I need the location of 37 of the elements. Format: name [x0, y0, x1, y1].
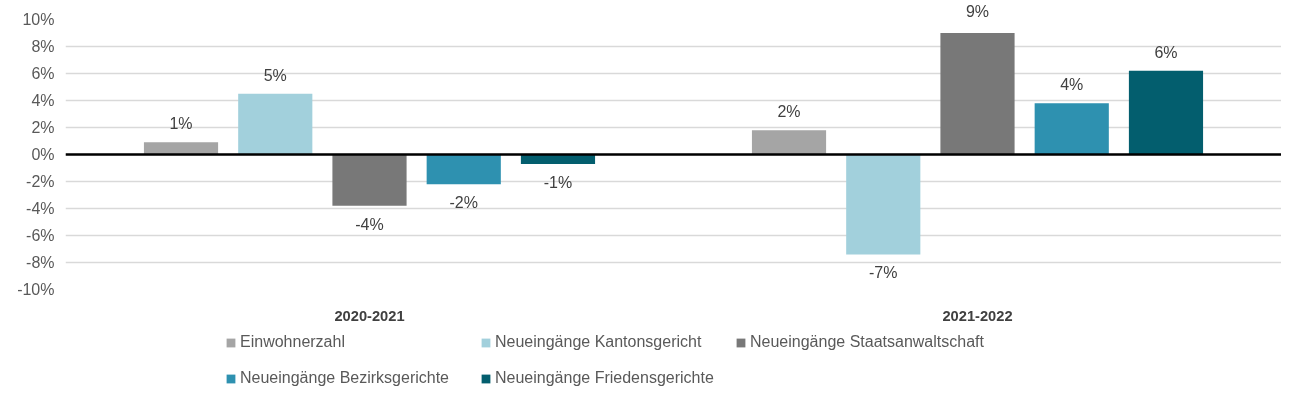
y-tick-label: 4%: [31, 92, 55, 109]
data-label: -2%: [449, 194, 478, 212]
data-label: 9%: [965, 2, 990, 20]
y-tick-label: -10%: [17, 281, 55, 298]
bar: [426, 154, 501, 185]
bar: [751, 130, 827, 155]
legend-label: Neueingänge Kantonsgericht: [495, 333, 703, 351]
x-tick-label: 2021-2022: [942, 307, 1013, 324]
y-tick-label: -6%: [26, 227, 55, 244]
legend-label: Neueingänge Staatsanwaltschaft: [750, 333, 984, 351]
data-label: 1%: [169, 115, 193, 133]
y-tick-label: 2%: [31, 119, 55, 136]
y-tick-label: 6%: [31, 65, 55, 82]
bar: [143, 142, 219, 155]
legend-label: Neueingänge Friedensgerichte: [495, 369, 715, 387]
bar: [238, 93, 313, 155]
data-label: 6%: [1154, 43, 1178, 61]
bar: [332, 154, 407, 206]
y-tick-label: 0%: [31, 146, 55, 163]
bar: [1128, 70, 1204, 155]
legend-label: Einwohnerzahl: [240, 333, 346, 351]
data-label: 2%: [777, 103, 801, 121]
data-label: 5%: [263, 66, 287, 84]
y-tick-label: -2%: [26, 173, 55, 190]
data-label: -1%: [543, 173, 573, 191]
x-tick-label: 2020-2021: [334, 307, 405, 324]
y-tick-label: 8%: [31, 38, 55, 55]
data-label: -7%: [869, 264, 898, 282]
legend-label: Neueingänge Bezirksgerichte: [240, 369, 450, 387]
bar: [940, 33, 1015, 155]
y-tick-label: -4%: [26, 200, 55, 217]
bar: [846, 154, 921, 255]
y-tick-label: 10%: [22, 11, 55, 28]
bar: [1034, 103, 1109, 155]
data-label: -4%: [355, 215, 384, 233]
y-tick-label: -8%: [26, 254, 55, 271]
data-label: 4%: [1060, 76, 1084, 94]
